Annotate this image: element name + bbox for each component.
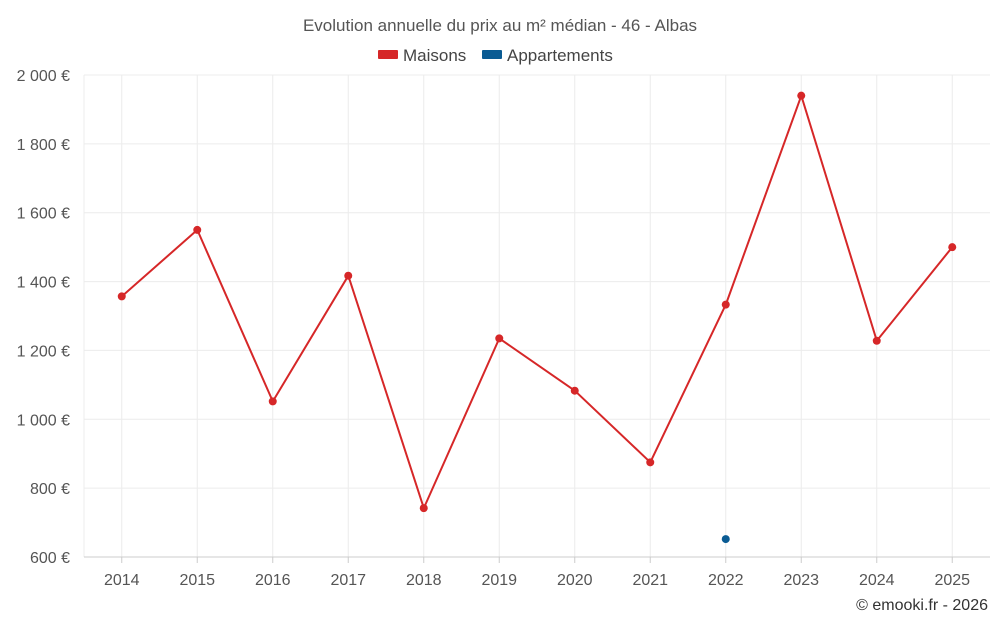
x-tick-label: 2021	[632, 572, 668, 589]
data-point-appartements-2022	[721, 535, 730, 544]
x-tick-label: 2018	[406, 572, 442, 589]
data-point-maisons-2017	[344, 271, 353, 280]
y-tick-label: 2 000 €	[17, 68, 70, 85]
x-tick-label: 2024	[859, 572, 895, 589]
legend-label-appartements: Appartements	[507, 46, 613, 65]
x-tick-label: 2025	[934, 572, 970, 589]
data-point-maisons-2018	[419, 504, 428, 513]
data-point-maisons-2016	[268, 397, 277, 406]
series-line-maisons	[121, 94, 954, 510]
legend-item-appartements[interactable]: Appartements	[482, 46, 613, 65]
y-tick-label: 1 200 €	[17, 343, 70, 360]
legend: Maisons Appartements	[378, 46, 613, 65]
series	[117, 91, 957, 544]
credit-text: © emooki.fr - 2026	[856, 597, 988, 614]
x-tick-label: 2017	[330, 572, 366, 589]
x-tick-label: 2015	[179, 572, 215, 589]
data-point-maisons-2020	[570, 386, 579, 395]
data-point-maisons-2022	[721, 300, 730, 309]
chart-title: Evolution annuelle du prix au m² médian …	[303, 16, 697, 35]
data-point-maisons-2023	[797, 91, 806, 100]
data-point-maisons-2019	[495, 334, 504, 343]
data-point-maisons-2024	[872, 336, 881, 345]
y-tick-label: 1 400 €	[17, 275, 70, 292]
legend-item-maisons[interactable]: Maisons	[378, 46, 466, 65]
grid	[83, 74, 990, 557]
data-point-maisons-2021	[646, 458, 655, 467]
y-tick-label: 800 €	[30, 481, 70, 498]
x-tick-label: 2016	[255, 572, 291, 589]
x-tick-label: 2020	[557, 572, 593, 589]
data-point-maisons-2025	[948, 243, 957, 252]
y-tick-label: 1 800 €	[17, 137, 70, 154]
data-point-maisons-2014	[117, 292, 126, 301]
legend-swatch-appartements	[482, 50, 502, 59]
legend-label-maisons: Maisons	[403, 46, 466, 65]
data-point-maisons-2015	[193, 225, 202, 234]
y-tick-label: 1 000 €	[17, 412, 70, 429]
legend-swatch-maisons	[378, 50, 398, 59]
y-tick-label: 600 €	[30, 550, 70, 567]
x-tick-label: 2023	[783, 572, 819, 589]
x-tick-label: 2014	[104, 572, 140, 589]
x-tick-label: 2022	[708, 572, 744, 589]
axes: 600 € 800 € 1 000 € 1 200 € 1 400 € 1 600 € 1 …	[17, 68, 990, 589]
y-tick-label: 1 600 €	[17, 206, 70, 223]
x-tick-label: 2019	[481, 572, 517, 589]
